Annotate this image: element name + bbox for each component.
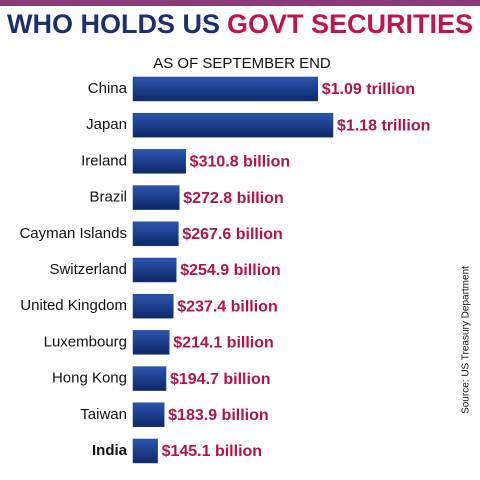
- bar: [132, 76, 318, 102]
- y-tick-label: China: [88, 80, 128, 97]
- y-tick-label: Luxembourg: [44, 333, 127, 350]
- title-part: WHO HOLDS US: [7, 9, 220, 39]
- bar: [132, 149, 186, 174]
- value-label: $183.9 billion: [168, 407, 268, 424]
- y-tick-label: United Kingdom: [20, 297, 127, 314]
- y-tick-label: Switzerland: [49, 261, 127, 278]
- value-label: $145.1 billion: [162, 443, 262, 460]
- value-label: $237.4 billion: [177, 298, 277, 315]
- value-label: $1.18 trillion: [337, 117, 430, 134]
- value-label: $267.6 billion: [182, 226, 282, 243]
- value-label: $214.1 billion: [173, 335, 273, 352]
- chart-subtitle: AS OF SEPTEMBER END: [153, 55, 331, 72]
- value-label: $194.7 billion: [170, 371, 270, 388]
- bar: [132, 330, 170, 355]
- y-tick-label: Japan: [86, 116, 127, 133]
- bar: [132, 257, 177, 283]
- y-tick-label: Taiwan: [80, 406, 127, 423]
- y-tick-label: Brazil: [89, 189, 127, 206]
- y-tick-label: India: [92, 442, 128, 459]
- bar: [132, 185, 180, 210]
- top-band: [0, 0, 480, 6]
- source-note: Source: US Treasury Department: [461, 266, 472, 414]
- bar: [132, 112, 334, 138]
- bar: [132, 293, 174, 319]
- y-tick-label: Hong Kong: [52, 370, 127, 387]
- bar: [132, 438, 158, 464]
- title-part: GOVT SECURITIES: [227, 9, 473, 39]
- y-tick-label: Ireland: [81, 152, 127, 169]
- y-tick-label: Cayman Islands: [19, 225, 127, 242]
- bar: [132, 366, 167, 391]
- value-label: $254.9 billion: [180, 262, 280, 279]
- value-label: $272.8 billion: [183, 190, 283, 207]
- bar: [132, 402, 165, 428]
- value-label: $1.09 trillion: [322, 81, 415, 98]
- value-label: $310.8 billion: [190, 154, 290, 171]
- bar: [132, 221, 179, 247]
- chart-title: WHO HOLDS US GOVT SECURITIES: [7, 9, 473, 39]
